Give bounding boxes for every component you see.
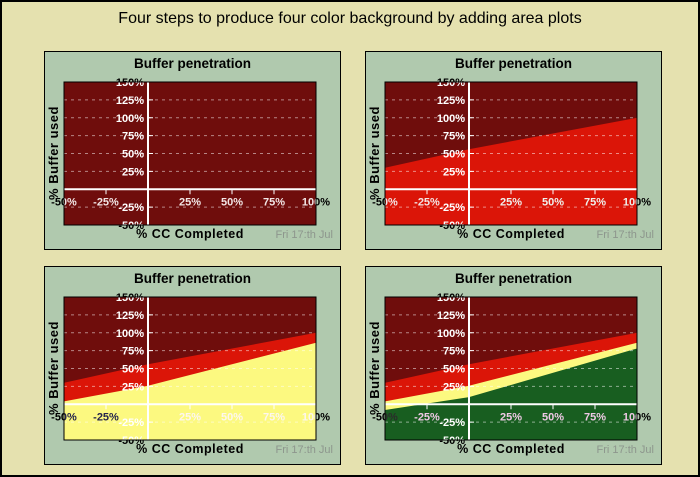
chart-title: Buffer penetration	[454, 271, 572, 286]
svg-text:50%: 50%	[221, 411, 243, 423]
svg-text:75%: 75%	[263, 411, 285, 423]
x-axis-title: % CC Completed	[457, 442, 565, 456]
svg-text:100%: 100%	[623, 411, 651, 423]
y-axis-title: % Buffer used	[46, 321, 61, 415]
svg-text:150%: 150%	[437, 292, 465, 304]
svg-text:50%: 50%	[122, 149, 144, 161]
svg-text:25%: 25%	[500, 411, 522, 423]
svg-text:100%: 100%	[437, 113, 465, 125]
footer-date: Fri 17:th Jul	[275, 229, 333, 241]
chart-title: Buffer penetration	[454, 56, 572, 71]
y-axis-title: % Buffer used	[367, 321, 382, 415]
footer-date: Fri 17:th Jul	[596, 229, 654, 241]
svg-text:150%: 150%	[116, 292, 144, 304]
chart-title: Buffer penetration	[133, 271, 251, 286]
svg-text:100%: 100%	[116, 328, 144, 340]
svg-text:50%: 50%	[443, 149, 465, 161]
svg-text:75%: 75%	[263, 196, 285, 208]
buffer-penetration-plot-step2: 150% 125% 100% 75% 50% 25% -25% -50% -50% -25% 25%…	[372, 77, 651, 232]
svg-text:150%: 150%	[116, 77, 144, 89]
svg-text:-25%: -25%	[439, 202, 465, 214]
svg-text:-25%: -25%	[414, 411, 440, 423]
svg-text:100%: 100%	[623, 196, 651, 208]
svg-text:25%: 25%	[122, 381, 144, 393]
x-axis-title: % CC Completed	[136, 442, 244, 456]
svg-text:125%: 125%	[116, 310, 144, 322]
svg-text:-50%: -50%	[372, 411, 398, 423]
svg-text:-50%: -50%	[372, 196, 398, 208]
footer-date: Fri 17:th Jul	[275, 444, 333, 456]
svg-text:100%: 100%	[302, 411, 330, 423]
chart-title: Buffer penetration	[133, 56, 251, 71]
svg-text:75%: 75%	[122, 346, 144, 358]
svg-text:25%: 25%	[179, 411, 201, 423]
chart-panel-step4: 150% 125% 100% 75% 50% 25% -25% -50% -50% -25% 25%…	[365, 266, 662, 465]
svg-text:50%: 50%	[542, 196, 564, 208]
x-axis-title: % CC Completed	[457, 227, 565, 241]
svg-text:50%: 50%	[221, 196, 243, 208]
svg-text:-25%: -25%	[118, 417, 144, 429]
y-axis-title: % Buffer used	[367, 106, 382, 200]
svg-text:-50%: -50%	[439, 435, 465, 447]
svg-text:-50%: -50%	[51, 411, 77, 423]
buffer-penetration-plot-step1: 150% 125% 100% 75% 50% 25% -25% -50% -50% -25% 25%…	[51, 77, 330, 232]
svg-text:-50%: -50%	[439, 220, 465, 232]
svg-text:-25%: -25%	[93, 411, 119, 423]
svg-text:-25%: -25%	[414, 196, 440, 208]
svg-text:25%: 25%	[500, 196, 522, 208]
chart-panel-step2: 150% 125% 100% 75% 50% 25% -25% -50% -50% -25% 25%…	[365, 51, 662, 250]
svg-text:50%: 50%	[542, 411, 564, 423]
svg-text:25%: 25%	[443, 166, 465, 178]
x-axis-title: % CC Completed	[136, 227, 244, 241]
svg-text:-25%: -25%	[93, 196, 119, 208]
svg-text:75%: 75%	[122, 131, 144, 143]
y-axis-title: % Buffer used	[46, 106, 61, 200]
chart-panel-step1: 150% 125% 100% 75% 50% 25% -25% -50% -50% -25% 25%…	[44, 51, 341, 250]
figure-title: Four steps to produce four color backgro…	[118, 10, 582, 27]
svg-text:-50%: -50%	[118, 220, 144, 232]
svg-text:125%: 125%	[116, 95, 144, 107]
svg-text:-50%: -50%	[118, 435, 144, 447]
svg-text:75%: 75%	[584, 196, 606, 208]
footer-date: Fri 17:th Jul	[596, 444, 654, 456]
svg-text:150%: 150%	[437, 77, 465, 89]
svg-text:100%: 100%	[302, 196, 330, 208]
svg-text:125%: 125%	[437, 310, 465, 322]
svg-text:25%: 25%	[179, 196, 201, 208]
svg-text:50%: 50%	[122, 364, 144, 376]
svg-text:100%: 100%	[116, 113, 144, 125]
svg-text:75%: 75%	[584, 411, 606, 423]
svg-text:50%: 50%	[443, 364, 465, 376]
svg-text:-25%: -25%	[439, 417, 465, 429]
chart-panel-step3: 150% 125% 100% 75% 50% 25% -25% -50% -50% -25% 25%…	[44, 266, 341, 465]
buffer-penetration-plot-step4: 150% 125% 100% 75% 50% 25% -25% -50% -50% -25% 25%…	[372, 292, 651, 447]
svg-text:-50%: -50%	[51, 196, 77, 208]
svg-text:-25%: -25%	[118, 202, 144, 214]
buffer-penetration-plot-step3: 150% 125% 100% 75% 50% 25% -25% -50% -50% -25% 25%…	[51, 292, 330, 447]
svg-text:75%: 75%	[443, 131, 465, 143]
svg-text:125%: 125%	[437, 95, 465, 107]
svg-text:25%: 25%	[122, 166, 144, 178]
svg-text:25%: 25%	[443, 381, 465, 393]
svg-text:100%: 100%	[437, 328, 465, 340]
svg-text:75%: 75%	[443, 346, 465, 358]
